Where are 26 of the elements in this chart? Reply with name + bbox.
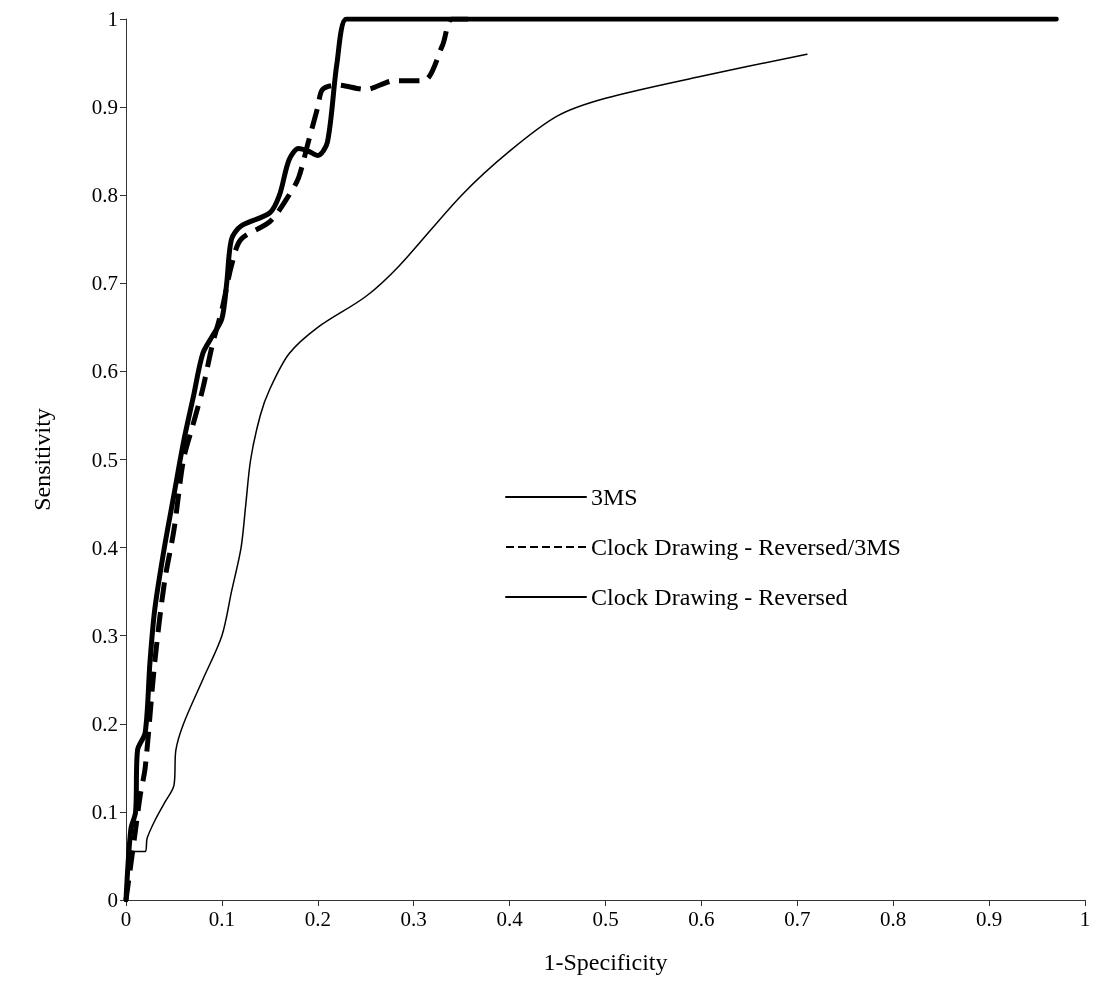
y-tick-label: 0.1: [91, 799, 118, 824]
x-tick-label: 0.1: [208, 906, 236, 931]
x-tick-label: 0.6: [688, 906, 715, 931]
x-tick-label: 0.7: [784, 906, 811, 931]
y-tick-label: 0.4: [91, 535, 119, 560]
x-tick-label: 0.5: [592, 906, 619, 931]
legend-label: Clock Drawing - Reversed: [591, 584, 848, 610]
x-tick-label: 0.3: [400, 906, 427, 931]
y-tick-label: 0: [107, 888, 118, 912]
y-tick-label: 0.9: [91, 95, 118, 120]
y-axis-title: Sensitivity: [29, 408, 55, 511]
legend-label: Clock Drawing - Reversed/3MS: [591, 534, 901, 560]
x-tick-label: 0.2: [304, 906, 331, 931]
y-tick-label: 0.8: [91, 183, 118, 208]
y-tick-label: 0.2: [91, 711, 118, 736]
y-tick-label: 0.3: [91, 623, 118, 648]
x-tick-label: 0.4: [496, 906, 524, 931]
x-tick-label: 0.9: [975, 906, 1003, 931]
y-tick-label: 0.7: [91, 271, 118, 296]
y-tick-label: 0.5: [91, 447, 118, 472]
x-axis-title: 1-Specificity: [543, 949, 668, 975]
y-tick-label: 1: [107, 7, 118, 31]
y-tick-label: 0.6: [91, 359, 118, 384]
x-tick-label: 1: [1079, 906, 1091, 931]
x-tick-label: 0.8: [880, 906, 907, 931]
legend-label: 3MS: [591, 484, 638, 510]
